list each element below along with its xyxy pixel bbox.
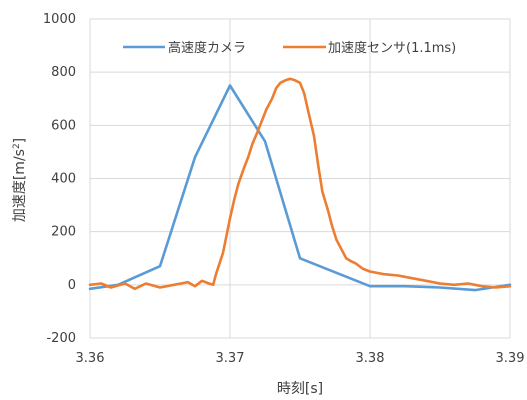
legend-label-2: 加速度センサ(1.1ms) (328, 40, 456, 56)
gridlines (89, 18, 511, 339)
legend: 高速度カメラ 加速度センサ(1.1ms) (123, 40, 456, 56)
y-tick-label: 0 (68, 278, 76, 293)
y-axis-title-sup: 2 (12, 143, 22, 149)
y-axis-title-main: 加速度[m/s (12, 149, 28, 222)
x-tick-label: 3.37 (216, 351, 245, 366)
y-tick-label: 1000 (43, 12, 76, 27)
y-tick-label: -200 (46, 331, 76, 346)
x-tick-label: 3.36 (76, 351, 105, 366)
y-tick-label: 400 (51, 172, 76, 187)
y-tick-label: 200 (51, 225, 76, 240)
y-tick-label: 800 (51, 65, 76, 80)
x-tick-label: 3.38 (356, 351, 385, 366)
y-axis-title-tail: ] (12, 138, 28, 143)
x-axis-title: 時刻[s] (277, 381, 323, 397)
series-line-1 (88, 84, 512, 292)
y-tick-label: 600 (51, 118, 76, 133)
series-lines (88, 77, 512, 292)
legend-label-1: 高速度カメラ (168, 40, 246, 56)
axes: -200 0 200 400 600 800 1000 3.36 3.37 3.38 3.39 (43, 12, 525, 366)
y-axis-title: 加速度[m/s2] (12, 138, 28, 222)
x-tick-label: 3.39 (496, 351, 525, 366)
series-line-2 (88, 77, 512, 291)
